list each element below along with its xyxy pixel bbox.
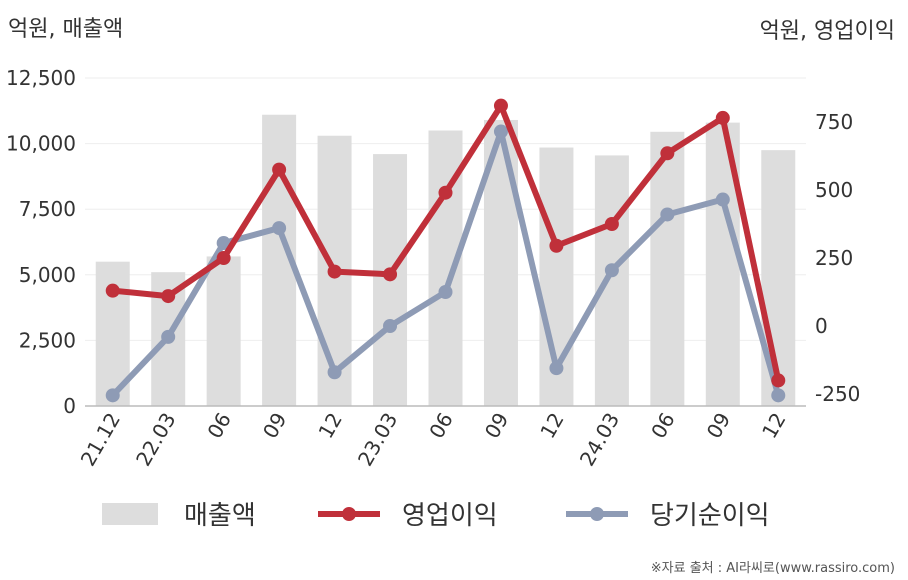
net-income-point bbox=[771, 388, 786, 403]
net-income-point bbox=[216, 236, 231, 251]
legend: 매출액 영업이익 당기순이익 bbox=[102, 501, 770, 531]
x-tick-label: 06 bbox=[646, 409, 680, 443]
legend-label-net-income: 당기순이익 bbox=[650, 501, 770, 531]
right-tick-label: 0 bbox=[815, 314, 828, 338]
operating-profit-point bbox=[715, 110, 730, 125]
net-income-point bbox=[161, 329, 176, 344]
x-tick-label: 22.03 bbox=[131, 409, 180, 471]
profit-lines bbox=[105, 98, 786, 403]
net-income-point bbox=[383, 319, 398, 333]
operating-profit-point bbox=[105, 283, 120, 298]
operating-profit-point bbox=[272, 162, 287, 177]
net-income-point bbox=[327, 365, 342, 380]
left-axis-ticks: 0 2,500 5,000 7,500 10,000 12,500 bbox=[6, 66, 76, 418]
left-tick-label: 7,500 bbox=[19, 197, 76, 221]
x-tick-label: 09 bbox=[480, 409, 514, 443]
net-income-point bbox=[549, 361, 564, 376]
net-income-point bbox=[715, 192, 730, 207]
net-income-point bbox=[438, 285, 453, 299]
operating-profit-point bbox=[438, 185, 453, 200]
legend-label-revenue: 매출액 bbox=[184, 501, 256, 531]
net-income-point bbox=[493, 124, 508, 139]
x-tick-label: 12 bbox=[757, 409, 791, 443]
x-tick-label: 06 bbox=[202, 409, 236, 443]
left-axis-label: 억원, 매출액 bbox=[8, 17, 123, 42]
operating-profit-point bbox=[660, 146, 675, 161]
operating-profit-point bbox=[771, 373, 786, 388]
left-tick-label: 10,000 bbox=[6, 132, 76, 156]
x-tick-label: 21.12 bbox=[76, 409, 125, 471]
legend-marker-operating-profit bbox=[342, 507, 356, 521]
revenue-bar bbox=[206, 256, 241, 406]
x-axis-ticks: 21.12 22.03 06 09 12 23.03 06 09 12 24.03 06 09 12 bbox=[76, 409, 791, 471]
operating-profit-point bbox=[161, 289, 176, 304]
net-income-point bbox=[660, 207, 675, 222]
revenue-bar bbox=[650, 131, 685, 407]
right-axis-label: 억원, 영업이익 bbox=[760, 19, 895, 44]
left-tick-label: 5,000 bbox=[19, 263, 76, 287]
operating-profit-point bbox=[493, 98, 508, 113]
legend-marker-net-income bbox=[590, 507, 604, 521]
x-tick-label: 23.03 bbox=[353, 409, 402, 471]
operating-profit-point bbox=[549, 238, 564, 253]
right-tick-label: 500 bbox=[815, 178, 853, 202]
revenue-bars bbox=[95, 114, 796, 407]
x-tick-label: 06 bbox=[424, 409, 458, 443]
operating-profit-point bbox=[383, 267, 398, 282]
left-tick-label: 12,500 bbox=[6, 66, 76, 90]
x-tick-label: 24.03 bbox=[575, 409, 624, 471]
operating-profit-point bbox=[327, 264, 342, 279]
operating-profit-point bbox=[604, 217, 619, 231]
right-axis-ticks: -250 0 250 500 750 bbox=[815, 110, 860, 406]
net-income-point bbox=[105, 388, 120, 403]
right-tick-label: 750 bbox=[815, 110, 853, 134]
net-income-point bbox=[272, 221, 287, 236]
net-income-point bbox=[604, 263, 619, 278]
left-tick-label: 2,500 bbox=[19, 328, 76, 352]
revenue-bar bbox=[594, 155, 629, 406]
legend-swatch-revenue bbox=[102, 503, 158, 525]
x-tick-label: 09 bbox=[258, 409, 292, 443]
operating-profit-point bbox=[216, 251, 231, 265]
left-tick-label: 0 bbox=[63, 394, 76, 418]
x-tick-label: 12 bbox=[313, 409, 347, 443]
source-note: ※자료 출처 : AI라씨로(www.rassiro.com) bbox=[651, 561, 895, 576]
legend-label-operating-profit: 영업이익 bbox=[402, 501, 498, 531]
right-tick-label: -250 bbox=[815, 382, 860, 406]
right-tick-label: 250 bbox=[815, 246, 853, 270]
x-tick-label: 09 bbox=[702, 409, 736, 443]
x-tick-label: 12 bbox=[535, 409, 569, 443]
